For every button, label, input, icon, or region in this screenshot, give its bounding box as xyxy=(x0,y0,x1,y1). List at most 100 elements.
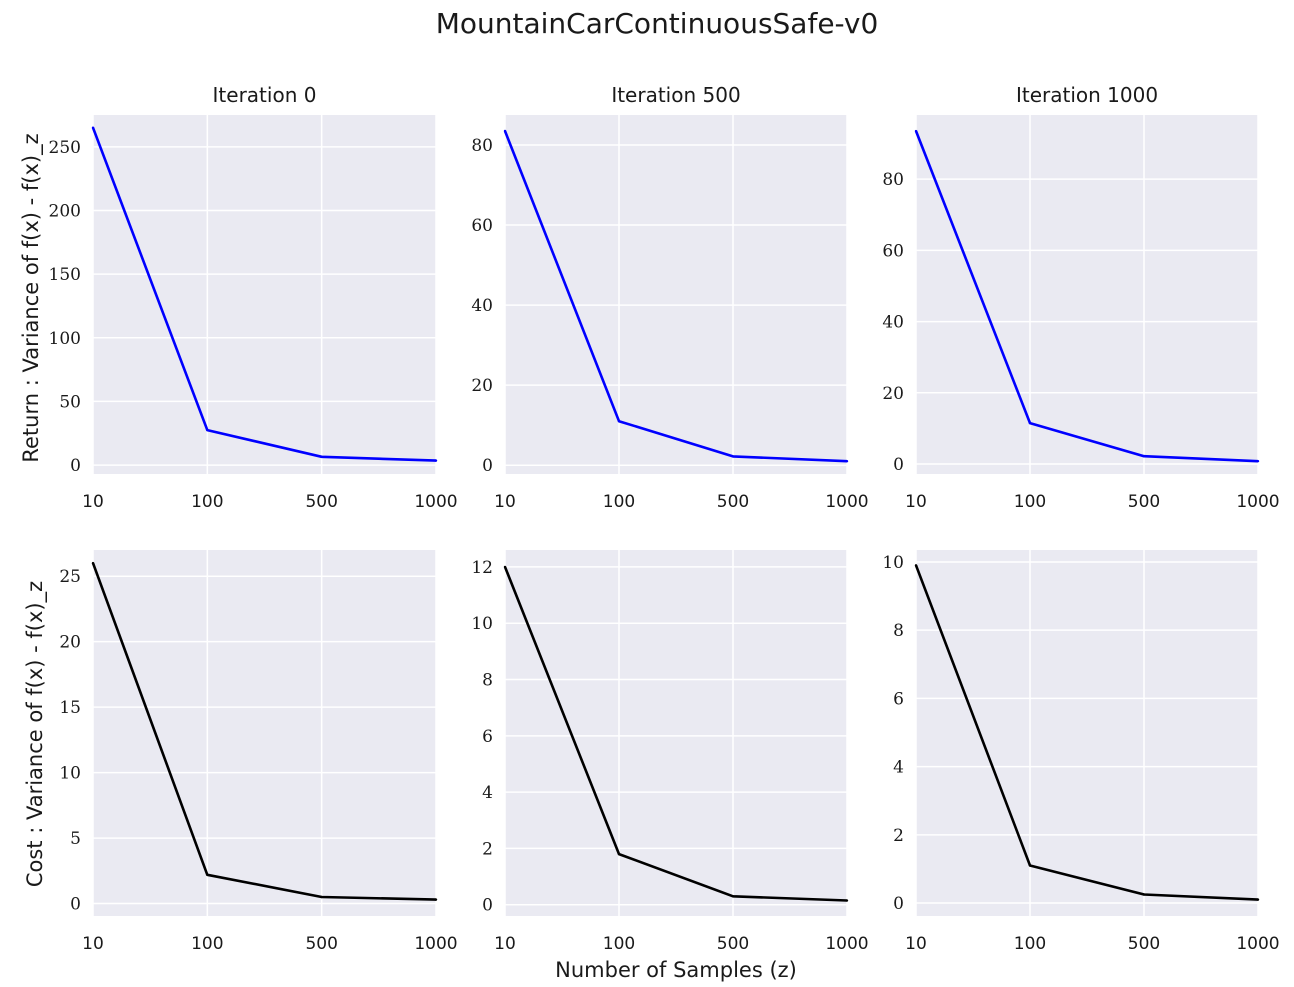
y-tick-label: 100 xyxy=(49,329,81,349)
plot-area xyxy=(93,550,436,916)
series-line xyxy=(914,130,1259,463)
y-tick-label: 25 xyxy=(59,567,81,587)
y-tick-label: 2 xyxy=(482,839,493,859)
data-point xyxy=(320,895,323,899)
y-tick-label: 200 xyxy=(49,201,81,221)
data-point xyxy=(1256,459,1260,463)
x-tick-label: 10 xyxy=(494,492,516,512)
chart-panel-3: 0 5 10 15 20 25 10 100 500 1000 xyxy=(59,550,458,954)
data-point xyxy=(1028,864,1032,867)
x-tick-label: 100 xyxy=(1014,492,1046,512)
x-tick-label: 10 xyxy=(905,934,927,954)
series-line xyxy=(91,127,437,462)
plot-area xyxy=(505,550,847,916)
y-tick-label: 0 xyxy=(482,456,493,476)
chart-panel-2: 0 20 40 60 80 10 100 500 1000 Iteration 1000 xyxy=(882,83,1279,512)
data-point xyxy=(731,455,735,458)
x-tick-label: 1000 xyxy=(825,492,868,512)
x-tick-label: 10 xyxy=(82,934,104,954)
y-tick-label: 10 xyxy=(471,614,493,634)
x-tick-label: 100 xyxy=(191,934,223,954)
y-tick-label: 40 xyxy=(882,313,904,333)
x-tick-label: 1000 xyxy=(414,934,457,954)
data-point xyxy=(1142,893,1146,896)
series-line xyxy=(91,562,437,901)
y-tick-label: 8 xyxy=(482,671,493,691)
data-point xyxy=(434,459,438,462)
series-line xyxy=(503,130,848,463)
y-tick-label: 60 xyxy=(471,216,493,236)
y-tick-label: 10 xyxy=(59,764,81,784)
data-point xyxy=(731,895,735,898)
y-tick-label: 10 xyxy=(882,553,904,573)
y-tick-label: 6 xyxy=(893,689,904,709)
x-tick-label: 100 xyxy=(603,934,635,954)
row-ylabel-return: Return : Variance of f(x) - f(x)_z xyxy=(19,133,44,462)
x-tick-label: 1000 xyxy=(414,492,457,512)
y-tick-label: 4 xyxy=(893,758,904,778)
data-point xyxy=(434,898,438,901)
data-point xyxy=(1256,898,1260,901)
y-tick-label: 2 xyxy=(893,826,904,846)
y-tick-label: 20 xyxy=(882,384,904,404)
series-line xyxy=(503,566,848,902)
plot-area xyxy=(93,115,436,474)
chart-panel-0: 0 50 100 150 200 250 10 100 500 1000 Iteration 0 xyxy=(49,83,458,512)
y-tick-label: 8 xyxy=(893,621,904,641)
data-point xyxy=(206,873,209,876)
data-point xyxy=(91,561,95,565)
x-tick-label: 10 xyxy=(82,492,104,512)
x-tick-label: 10 xyxy=(494,934,516,954)
x-axis-label: Number of Samples (z) xyxy=(555,958,797,982)
y-tick-label: 12 xyxy=(471,558,493,578)
data-point xyxy=(617,419,621,423)
y-tick-label: 80 xyxy=(882,170,904,190)
panel-title: Iteration 0 xyxy=(213,83,317,107)
x-tick-label: 10 xyxy=(905,492,927,512)
figure-title: MountainCarContinuousSafe-v0 xyxy=(436,7,879,40)
y-tick-label: 40 xyxy=(471,296,493,316)
x-tick-label: 100 xyxy=(603,492,635,512)
data-point xyxy=(1142,454,1146,458)
y-tick-label: 6 xyxy=(482,727,493,747)
data-point xyxy=(845,899,849,902)
data-point xyxy=(914,564,918,567)
y-tick-label: 4 xyxy=(482,783,493,803)
x-tick-label: 500 xyxy=(305,934,337,954)
data-point xyxy=(503,129,507,133)
data-point xyxy=(1028,421,1032,425)
y-tick-label: 0 xyxy=(482,896,493,916)
x-tick-label: 500 xyxy=(1128,492,1160,512)
y-tick-label: 0 xyxy=(70,895,81,915)
data-point xyxy=(914,129,918,133)
x-tick-label: 100 xyxy=(1014,934,1046,954)
data-point xyxy=(206,428,209,432)
x-tick-label: 100 xyxy=(191,492,223,512)
y-tick-label: 0 xyxy=(70,456,81,476)
data-point xyxy=(320,455,323,459)
chart-panel-1: 0 20 40 60 80 10 100 500 1000 Iteration 500 xyxy=(471,83,868,512)
data-point xyxy=(617,852,621,856)
data-point xyxy=(91,126,95,129)
x-tick-label: 500 xyxy=(1128,934,1160,954)
y-tick-label: 80 xyxy=(471,136,493,156)
y-tick-label: 60 xyxy=(882,241,904,261)
plot-area xyxy=(505,115,847,474)
x-tick-label: 1000 xyxy=(1236,934,1279,954)
x-tick-label: 500 xyxy=(305,492,337,512)
plot-area xyxy=(916,115,1258,474)
plot-area xyxy=(916,550,1258,916)
data-point xyxy=(845,459,849,463)
y-tick-label: 20 xyxy=(471,376,493,396)
chart-panel-5: 0 2 4 6 8 10 10 100 500 1000 xyxy=(882,550,1280,954)
panel-title: Iteration 1000 xyxy=(1016,83,1158,107)
x-tick-label: 500 xyxy=(717,492,749,512)
y-tick-label: 50 xyxy=(59,392,81,412)
panel-title: Iteration 500 xyxy=(611,83,740,107)
x-tick-label: 1000 xyxy=(825,934,868,954)
y-tick-label: 20 xyxy=(59,633,81,653)
y-tick-label: 150 xyxy=(49,265,81,285)
y-tick-label: 5 xyxy=(70,829,81,849)
